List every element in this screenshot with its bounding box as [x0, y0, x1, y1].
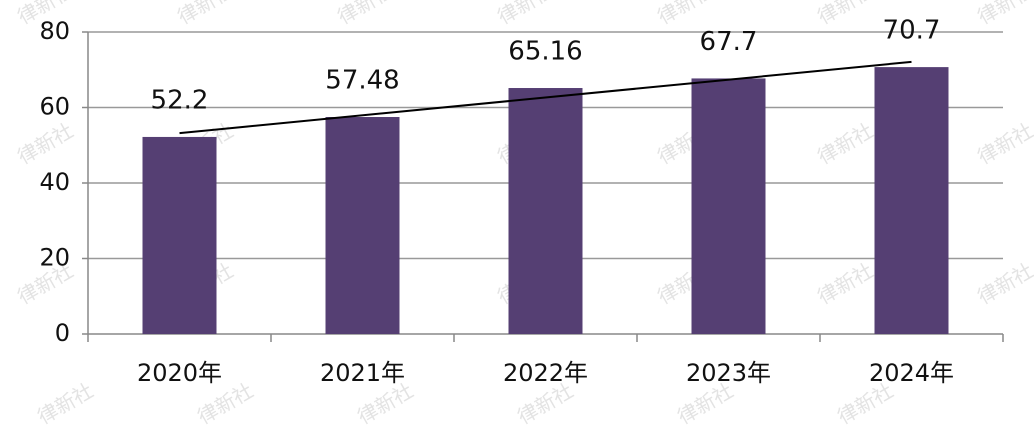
watermark: 律新社: [973, 258, 1034, 309]
data-label: 65.16: [508, 37, 582, 67]
y-tick-label: 80: [39, 17, 70, 45]
y-tick-label: 20: [39, 244, 70, 272]
watermark: 律新社: [813, 0, 877, 29]
bar: [874, 67, 949, 335]
watermark: 律新社: [33, 378, 97, 426]
watermark: 律新社: [333, 0, 397, 29]
bar: [691, 78, 766, 335]
data-label: 70.7: [883, 16, 941, 46]
x-tick-label: 2020年: [137, 359, 222, 387]
y-tick-label: 40: [39, 168, 70, 196]
watermark: 律新社: [813, 258, 877, 309]
watermark: 律新社: [13, 118, 77, 169]
y-tick-label: 60: [39, 93, 70, 121]
watermark: 律新社: [173, 0, 237, 29]
data-label: 57.48: [325, 66, 399, 96]
data-label: 67.7: [700, 27, 758, 57]
bar: [325, 117, 400, 334]
watermark: 律新社: [653, 0, 717, 29]
watermark: 律新社: [973, 118, 1034, 169]
x-tick-label: 2022年: [503, 359, 588, 387]
y-tick-label: 0: [55, 319, 70, 347]
x-tick-label: 2021年: [320, 359, 405, 387]
data-label: 52.2: [151, 85, 209, 115]
trend-line: [179, 60, 912, 135]
watermark: 律新社: [973, 0, 1034, 29]
x-tick-label: 2023年: [686, 359, 771, 387]
x-tick-label: 2024年: [869, 359, 954, 387]
bar: [508, 88, 583, 334]
bar: [142, 136, 217, 334]
watermark: 律新社: [493, 0, 557, 29]
watermark: 律新社: [813, 118, 877, 169]
